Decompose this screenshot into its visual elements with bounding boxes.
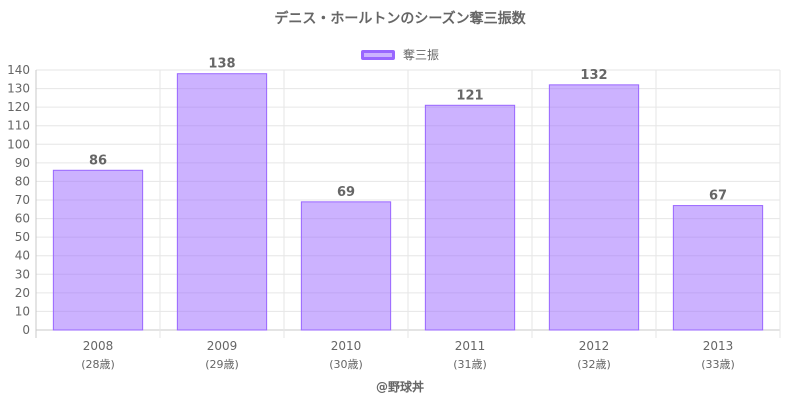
chart-title: デニス・ホールトンのシーズン奪三振数 bbox=[274, 11, 526, 27]
bar-value-label: 67 bbox=[709, 189, 727, 204]
y-tick-label: 30 bbox=[15, 267, 30, 281]
y-tick-label: 40 bbox=[15, 249, 30, 263]
y-tick-label: 50 bbox=[15, 230, 30, 244]
y-tick-label: 10 bbox=[15, 304, 30, 318]
y-tick-label: 20 bbox=[15, 286, 30, 300]
x-tick-label: 2010 bbox=[331, 339, 362, 353]
legend-swatch bbox=[360, 49, 395, 60]
chart-credit: @野球丼 bbox=[375, 380, 424, 394]
legend-label: 奪三振 bbox=[402, 48, 439, 62]
x-tick-label: 2009 bbox=[207, 339, 238, 353]
bar bbox=[300, 201, 392, 331]
bar bbox=[548, 84, 640, 331]
bar bbox=[672, 205, 764, 331]
x-tick-sublabel: (33歳) bbox=[701, 358, 735, 371]
x-tick-label: 2013 bbox=[703, 339, 734, 353]
x-tick-label: 2011 bbox=[455, 339, 486, 353]
bar bbox=[176, 73, 268, 331]
y-tick-label: 110 bbox=[7, 119, 30, 133]
x-tick-label: 2008 bbox=[83, 339, 114, 353]
chart-legend: 奪三振 bbox=[0, 46, 800, 63]
bar-value-label: 86 bbox=[89, 153, 107, 168]
x-tick-sublabel: (31歳) bbox=[453, 358, 487, 371]
x-tick-sublabel: (28歳) bbox=[81, 358, 115, 371]
x-tick-label: 2012 bbox=[579, 339, 610, 353]
bar-value-label: 69 bbox=[337, 185, 355, 200]
x-tick-sublabel: (30歳) bbox=[329, 358, 363, 371]
y-tick-label: 100 bbox=[7, 137, 30, 151]
y-tick-label: 130 bbox=[7, 82, 30, 96]
y-tick-label: 90 bbox=[15, 156, 30, 170]
bar-value-label: 138 bbox=[208, 57, 235, 72]
x-tick-sublabel: (29歳) bbox=[205, 358, 239, 371]
x-tick-sublabel: (32歳) bbox=[577, 358, 611, 371]
bar-value-label: 132 bbox=[580, 68, 607, 83]
bar-value-label: 121 bbox=[456, 88, 483, 103]
bar bbox=[424, 104, 516, 331]
y-tick-label: 70 bbox=[15, 193, 30, 207]
bar bbox=[52, 169, 144, 331]
y-tick-label: 80 bbox=[15, 174, 30, 188]
y-tick-label: 140 bbox=[7, 63, 30, 77]
y-tick-label: 0 bbox=[22, 323, 30, 337]
y-tick-label: 60 bbox=[15, 212, 30, 226]
y-tick-label: 120 bbox=[7, 100, 30, 114]
